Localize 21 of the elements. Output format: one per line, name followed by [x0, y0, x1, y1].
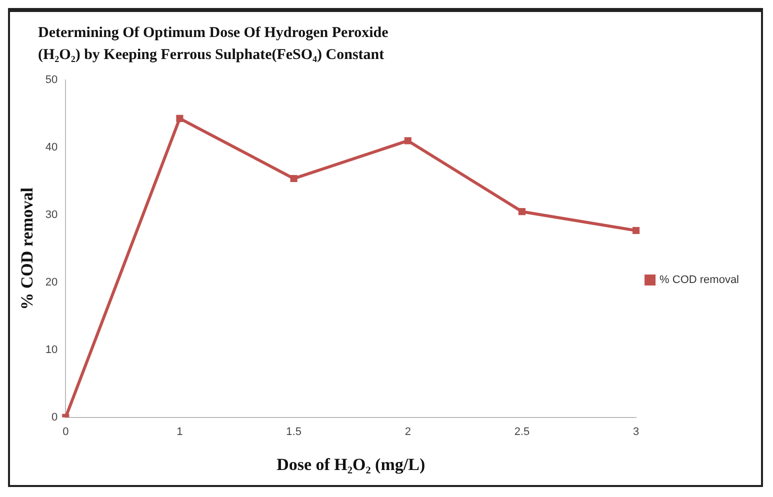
y-tick-label: 30	[45, 208, 58, 221]
x-tick-label: 2	[404, 426, 411, 438]
legend-label: % COD removal	[660, 274, 740, 286]
x-tick-label: 0	[62, 426, 69, 438]
point	[632, 226, 640, 234]
x-tick-label: 1.5	[286, 426, 302, 438]
point	[176, 114, 184, 122]
y-tick-label: 10	[45, 344, 58, 356]
point	[518, 208, 526, 216]
y-tick-label: 0	[52, 411, 58, 424]
x-axis-title: Dose of H₂O₂ (mg/L)	[276, 455, 426, 474]
point	[290, 174, 298, 182]
x-tick-label: 1	[176, 426, 183, 438]
chart-title: Determining Of Optimum Dose Of Hydrogen Peroxide (H₂O₂) by Keeping Ferrous Sulphate(FeSO₄) Constant	[38, 24, 390, 65]
y-tick-label: 40	[45, 142, 58, 154]
x-tick-label: 3	[632, 426, 640, 438]
y-axis-title: % COD removal	[18, 187, 37, 310]
point	[404, 137, 412, 144]
x-tick-label: 2.5	[514, 426, 530, 438]
y-tick-label: 50	[45, 74, 58, 86]
y-tick-label: 20	[45, 276, 58, 288]
